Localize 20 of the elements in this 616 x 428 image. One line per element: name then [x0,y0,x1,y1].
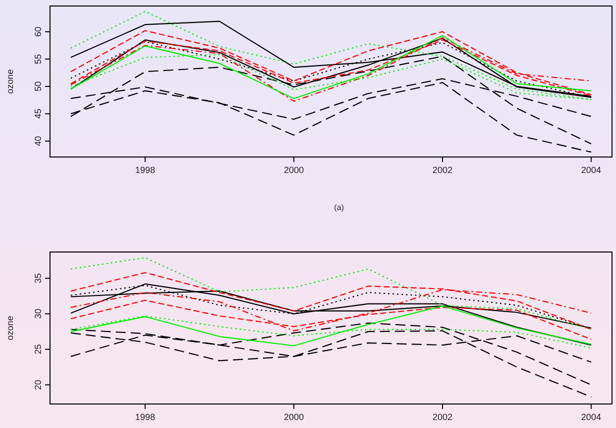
x-tick-label: 2002 [432,412,453,422]
y-tick-label: 60 [33,26,43,37]
x-tick-label: 2004 [581,412,602,422]
y-tick-label: 50 [33,81,43,92]
y-tick-label: 25 [33,344,43,354]
x-tick-label: 2002 [432,165,453,175]
y-tick-label: 45 [33,108,43,119]
x-tick-label: 2000 [284,412,304,422]
x-tick-label: 2000 [284,165,304,175]
y-tick-label: 35 [33,273,43,284]
x-tick-label: 1998 [135,165,156,175]
y-tick-label: 20 [33,380,43,390]
x-tick-label: 1998 [135,412,156,422]
y-axis-title: ozone [5,316,15,340]
y-axis-title: ozone [5,69,15,94]
x-tick-label: 2004 [581,165,602,175]
y-tick-label: 40 [33,136,43,146]
y-tick-label: 30 [33,308,43,319]
text: (a) [334,203,344,212]
y-tick-label: 55 [33,54,43,64]
